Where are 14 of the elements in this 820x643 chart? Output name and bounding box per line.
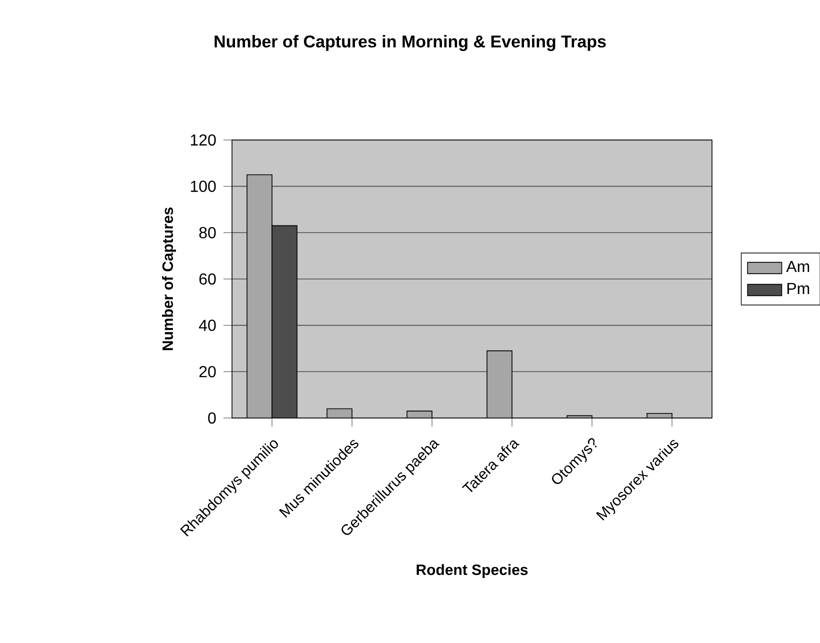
- y-tick-label: 100: [190, 180, 216, 192]
- y-tick-label: 40: [198, 320, 216, 331]
- y-axis-title: Number of Captures: [162, 208, 176, 350]
- chart-title: Number of Captures in Morning & Evening Traps: [214, 35, 606, 51]
- bar: [486, 350, 512, 418]
- x-axis-title: Rodent Species: [416, 564, 528, 578]
- y-tick-label: 20: [199, 366, 216, 378]
- y-tick-label: 120: [190, 134, 216, 146]
- y-tick-label: 60: [199, 273, 216, 285]
- bar: [246, 174, 272, 418]
- y-tick-label: 80: [199, 227, 216, 238]
- legend-label: Am: [786, 260, 810, 272]
- y-tick-label: 0: [208, 412, 216, 424]
- legend-label: Pm: [787, 282, 810, 294]
